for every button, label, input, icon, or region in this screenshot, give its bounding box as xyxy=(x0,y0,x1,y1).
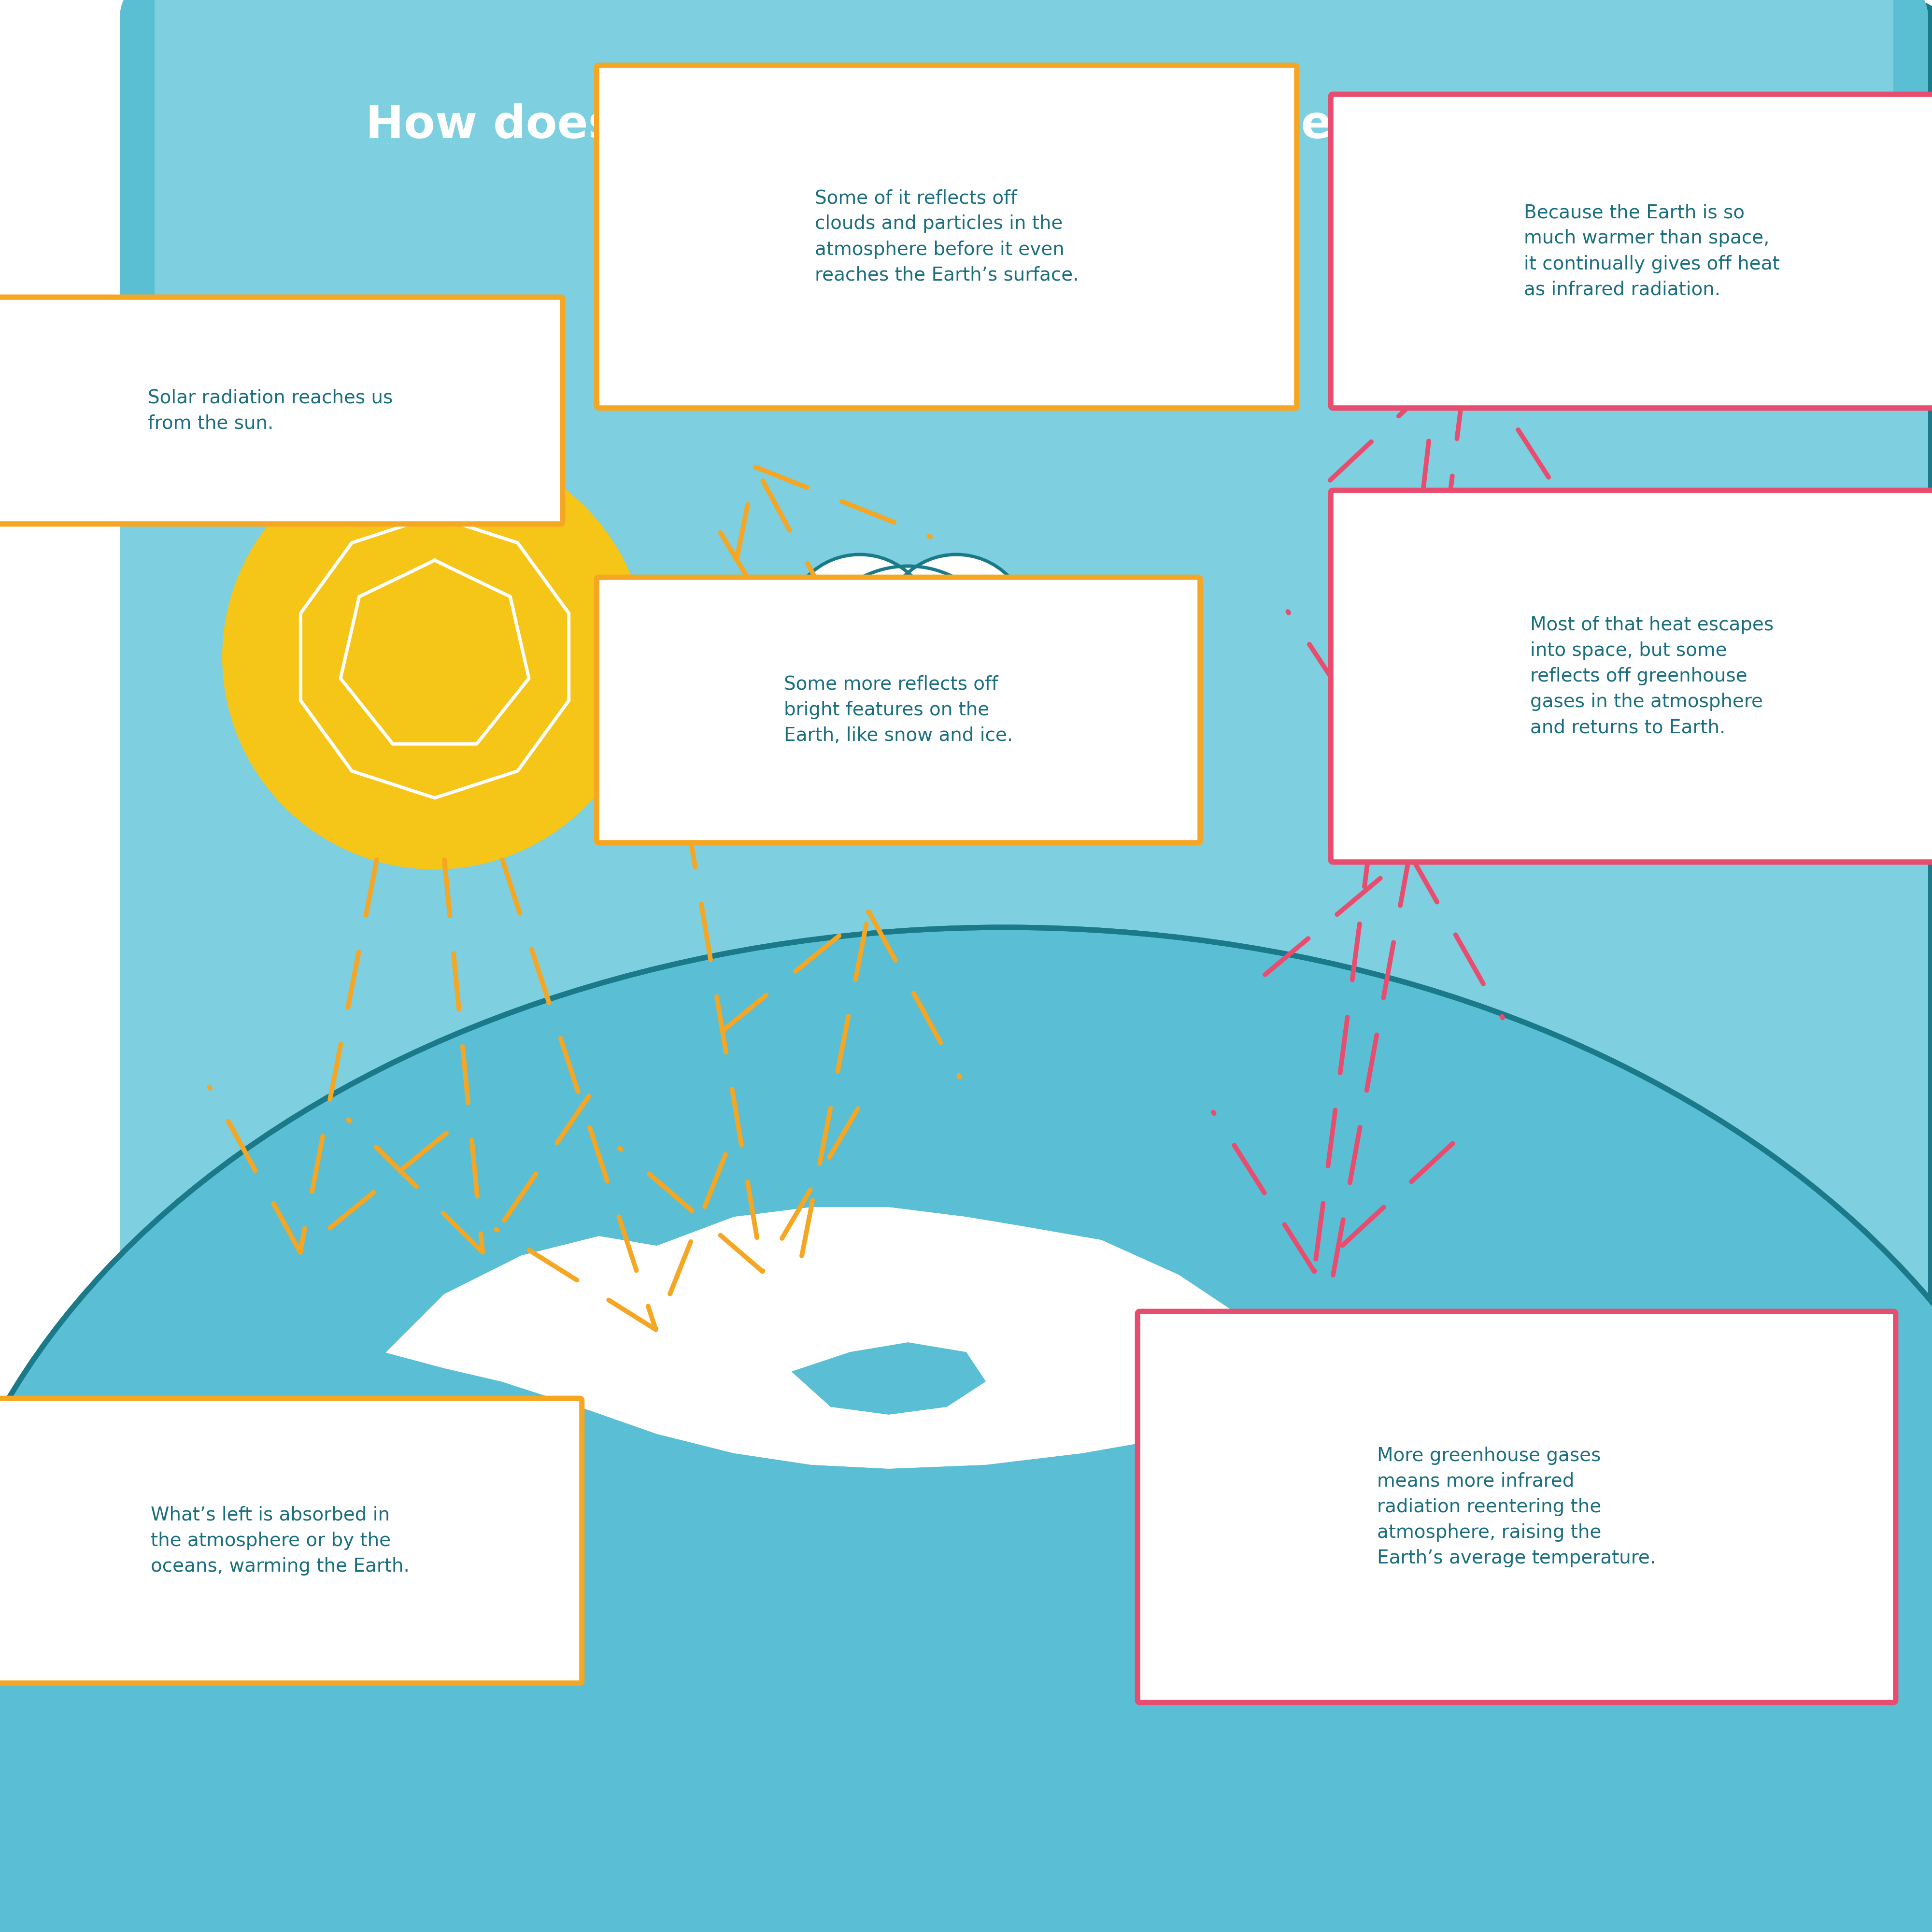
FancyBboxPatch shape xyxy=(135,0,1932,1932)
FancyBboxPatch shape xyxy=(0,1399,582,1683)
Polygon shape xyxy=(1449,1426,1652,1532)
Polygon shape xyxy=(386,1208,1275,1468)
Bar xyxy=(155,184,1893,348)
Text: What’s left is absorbed in
the atmosphere or by the
oceans, warming the Earth.: What’s left is absorbed in the atmospher… xyxy=(151,1507,410,1577)
Polygon shape xyxy=(386,1208,1275,1468)
Polygon shape xyxy=(193,1414,338,1526)
Text: More greenhouse gases
means more infrared
radiation reentering the
atmosphere, r: More greenhouse gases means more infrare… xyxy=(1378,1447,1656,1567)
Circle shape xyxy=(808,566,1009,767)
Text: Some more reflects off
bright features on the
Earth, like snow and ice.: Some more reflects off bright features o… xyxy=(784,676,1012,744)
Polygon shape xyxy=(1468,1590,1671,1690)
FancyBboxPatch shape xyxy=(1138,1312,1895,1702)
Text: How does energy enter and leave the atmosphere?: How does energy enter and leave the atmo… xyxy=(365,102,1683,149)
Polygon shape xyxy=(792,1343,985,1414)
Text: Most of that heat escapes
into space, but some
reflects off greenhouse
gases in : Most of that heat escapes into space, bu… xyxy=(1530,616,1774,736)
FancyBboxPatch shape xyxy=(0,298,562,524)
Text: Some of it reflects off
clouds and particles in the
atmosphere before it even
re: Some of it reflects off clouds and parti… xyxy=(815,189,1078,284)
FancyBboxPatch shape xyxy=(1331,491,1932,862)
Ellipse shape xyxy=(0,927,1932,1932)
Ellipse shape xyxy=(0,927,1932,1932)
Polygon shape xyxy=(792,1343,985,1414)
Circle shape xyxy=(730,628,885,782)
Circle shape xyxy=(931,628,1086,782)
FancyBboxPatch shape xyxy=(597,578,1200,842)
Polygon shape xyxy=(1449,1426,1652,1532)
Polygon shape xyxy=(193,1414,338,1526)
Text: Solar radiation reaches us
from the sun.: Solar radiation reaches us from the sun. xyxy=(149,388,392,433)
Circle shape xyxy=(883,554,1030,701)
Polygon shape xyxy=(203,1584,344,1677)
Polygon shape xyxy=(203,1584,344,1677)
FancyBboxPatch shape xyxy=(597,66,1296,408)
Polygon shape xyxy=(1468,1590,1671,1690)
Text: Because the Earth is so
much warmer than space,
it continually gives off heat
as: Because the Earth is so much warmer than… xyxy=(1524,203,1779,299)
FancyBboxPatch shape xyxy=(120,0,1928,383)
FancyBboxPatch shape xyxy=(120,0,1928,1932)
FancyBboxPatch shape xyxy=(1331,95,1932,408)
Circle shape xyxy=(786,554,933,701)
Circle shape xyxy=(222,444,647,869)
